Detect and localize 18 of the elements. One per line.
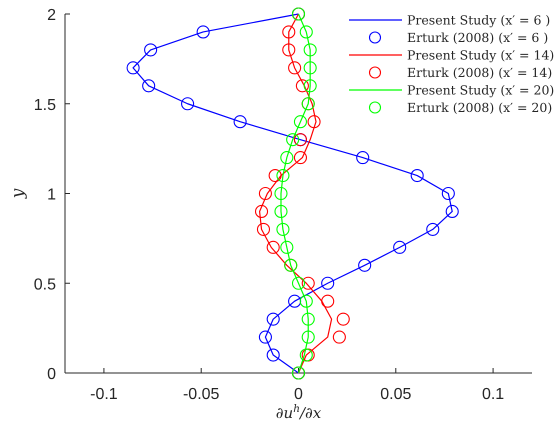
x-tick-label: -0.1	[90, 386, 118, 403]
x-axis-title: ∂u$^{h}$/∂x	[276, 403, 322, 422]
legend-label: Present Study (x′ = 14)	[407, 48, 554, 62]
legend-label: Erturk (2008) (x′ = 14)	[407, 65, 552, 80]
y-tick-label: 0	[47, 366, 56, 383]
y-tick-label: 2	[47, 7, 56, 24]
legend-label: Present Study (x′ = 20)	[407, 82, 554, 98]
x-tick-label: 0.1	[482, 386, 504, 403]
legend-label: Erturk (2008) (x′ = 20)	[407, 100, 552, 115]
x-tick-label: -0.05	[182, 386, 220, 403]
legend-label: Erturk (2008) (x′ = 6 )	[407, 30, 548, 45]
y-tick-label: 1.5	[34, 96, 56, 114]
y-tick-label: 0.5	[34, 276, 56, 294]
x-tick-label: 0	[294, 386, 304, 403]
x-tick-label: 0.05	[380, 386, 412, 403]
y-tick-label: 1	[47, 186, 56, 204]
legend-label: Present Study (x′ = 6 )	[407, 12, 550, 28]
y-axis-title: y	[8, 188, 28, 200]
